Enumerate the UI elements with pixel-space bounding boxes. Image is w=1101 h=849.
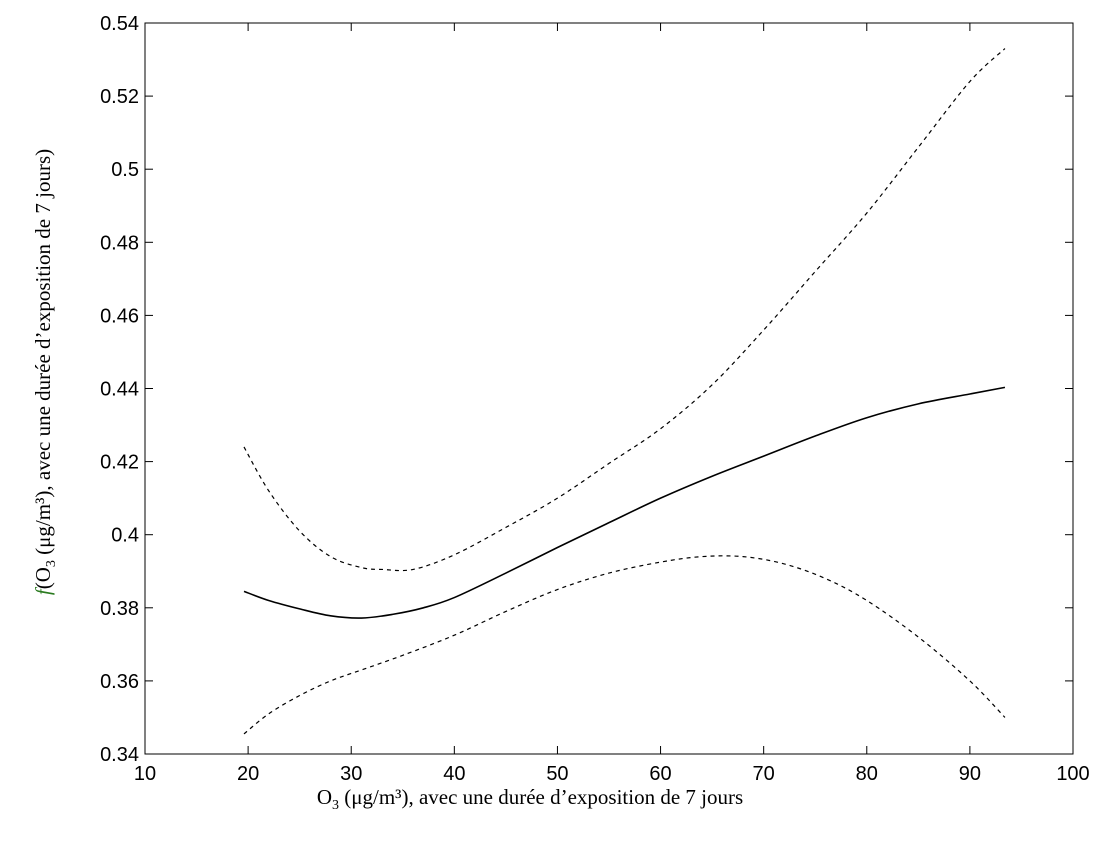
x-axis-label: O3 (μg/m³), avec une durée d’exposition … [317, 785, 743, 813]
y-tick-label: 0.52 [100, 86, 139, 108]
series-line-estimate [243, 386, 1006, 619]
x-tick-label: 90 [959, 763, 981, 785]
x-tick-label: 60 [649, 763, 671, 785]
x-tick-label: 70 [753, 763, 775, 785]
x-tick-label: 80 [856, 763, 878, 785]
x-tick-label: 30 [340, 763, 362, 785]
x-tick-label: 100 [1056, 763, 1089, 785]
y-tick-label: 0.34 [100, 744, 139, 766]
x-tick-label: 10 [134, 763, 156, 785]
x-tick-label: 50 [546, 763, 568, 785]
y-tick-label: 0.54 [100, 13, 139, 35]
series-line-lower-bound [243, 555, 1006, 735]
y-tick-label: 0.48 [100, 232, 139, 254]
series-layer [243, 48, 1006, 735]
y-tick-label: 0.5 [111, 159, 139, 181]
x-tick-label: 20 [237, 763, 259, 785]
y-tick-label: 0.46 [100, 305, 139, 327]
y-tick-label: 0.38 [100, 598, 139, 620]
y-tick-label: 0.36 [100, 671, 139, 693]
y-tick-label: 0.44 [100, 379, 139, 401]
y-tick-label: 0.4 [111, 525, 139, 547]
series-line-upper-bound [243, 48, 1006, 572]
x-tick-label: 40 [443, 763, 465, 785]
axis-ticks: 10 20 30 40 50 60 70 80 90 100 0.34 0.36 0.38 0.4 0.42… [100, 13, 1090, 785]
plot-area: 10 20 30 40 50 60 70 80 90 100 0.34 0.36 0.38 0.4 0.42… [100, 13, 1090, 785]
y-axis-label: f(O3 (μg/m³), avec une durée d’expositio… [31, 149, 59, 595]
y-tick-label: 0.42 [100, 452, 139, 474]
